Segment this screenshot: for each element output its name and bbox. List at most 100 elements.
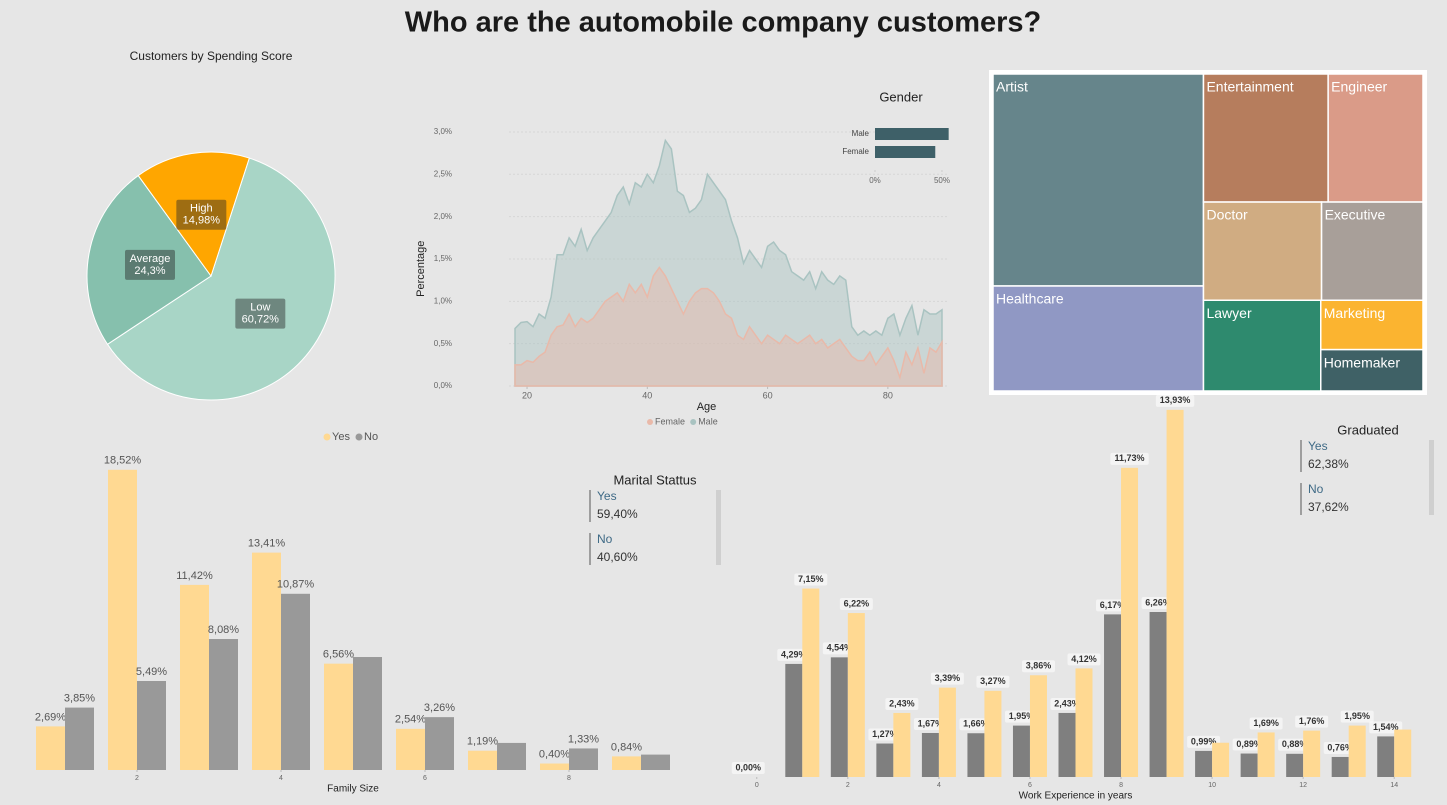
bar	[1012, 725, 1030, 777]
y-tick-label: Male	[852, 129, 870, 138]
value-label-box	[976, 675, 1010, 688]
x-axis-label: Work Experience in years	[1019, 791, 1133, 802]
x-tick-label: 6	[423, 775, 427, 782]
y-tick-label: 3,0%	[434, 127, 452, 136]
value-label-box	[1232, 738, 1266, 751]
bar	[108, 469, 137, 770]
value-label: 1,67%	[918, 718, 944, 728]
bar	[324, 663, 353, 770]
value-label-box	[930, 672, 964, 685]
bar	[875, 146, 936, 158]
chart-title: Customers by Spending Score	[130, 49, 293, 63]
x-tick-label: 12	[1299, 782, 1307, 789]
value-label: 1,69%	[1253, 718, 1279, 728]
x-tick-label: 50%	[934, 176, 950, 185]
y-tick-label: Female	[842, 147, 869, 156]
value-label: 10,87%	[277, 579, 315, 591]
value-label: 11,73%	[1115, 453, 1145, 463]
y-tick-label: 0,0%	[434, 381, 452, 390]
value-label-box	[1050, 697, 1084, 710]
legend-marker	[690, 419, 697, 425]
value-label-box	[1067, 653, 1101, 666]
value-label: 3,39%	[935, 673, 961, 683]
bar	[1166, 409, 1184, 777]
bar	[785, 663, 803, 777]
scrollbar	[1429, 440, 1434, 515]
x-tick-label: 10	[1208, 782, 1216, 789]
value-label-box	[885, 697, 919, 710]
slice-value: 60,72%	[242, 313, 280, 325]
value-label-box	[1340, 710, 1374, 723]
bar	[1121, 467, 1139, 777]
bar	[497, 742, 526, 770]
bar	[984, 690, 1002, 777]
value-label: 0,99%	[1191, 736, 1217, 746]
value-label-box	[839, 598, 873, 611]
card-title: Marital Stattus	[613, 472, 697, 487]
value-label-box	[1369, 721, 1403, 734]
legend-label: No	[364, 431, 378, 443]
y-tick-label: 0,5%	[434, 339, 452, 348]
treemap-label: Executive	[1325, 207, 1386, 223]
slice-name: Average	[130, 253, 171, 265]
bar	[137, 681, 166, 770]
bar	[1075, 668, 1093, 777]
bar	[209, 639, 238, 770]
bar	[1257, 732, 1275, 777]
treemap-label: Entertainment	[1206, 79, 1293, 95]
bar	[938, 687, 956, 777]
value-label-box	[1187, 735, 1221, 748]
legend-label: Yes	[332, 431, 350, 443]
value-label: 3,85%	[64, 692, 95, 704]
value-label-box	[959, 718, 993, 731]
treemap-cell	[1320, 348, 1424, 392]
value-label: 3,27%	[980, 676, 1006, 686]
bar	[396, 728, 425, 770]
value-label-box	[868, 728, 902, 741]
x-tick-label: 4	[937, 782, 941, 789]
x-tick-label: 4	[279, 775, 283, 782]
treemap-cell	[1320, 299, 1424, 351]
value-label: 0,89%	[1236, 739, 1262, 749]
bar	[1058, 712, 1076, 777]
value-label-box	[1155, 394, 1195, 407]
chart-title: Gender	[879, 89, 923, 104]
legend-label: Male	[698, 416, 718, 426]
x-tick-label: 14	[1390, 782, 1398, 789]
x-tick-label: 8	[1119, 782, 1123, 789]
value-label-box	[1110, 452, 1149, 465]
treemap-cell	[992, 73, 1205, 287]
value-label: 1,54%	[1373, 722, 1399, 732]
bar	[1394, 729, 1412, 777]
treemap-cell	[1202, 299, 1322, 392]
card-item-label: No	[1308, 482, 1324, 496]
treemap-label: Marketing	[1324, 305, 1385, 321]
value-label-box	[1295, 715, 1329, 728]
x-axis-label: Family Size	[327, 784, 379, 795]
value-label-box	[1323, 741, 1357, 754]
card-item-value: 59,40%	[597, 507, 638, 521]
bar	[36, 726, 65, 770]
value-label-box	[1141, 597, 1175, 610]
bar	[802, 588, 820, 777]
bar	[641, 754, 670, 770]
value-label: 1,95%	[1009, 711, 1035, 721]
x-tick-label: 0%	[869, 176, 881, 185]
value-label-box	[822, 642, 856, 655]
bar	[967, 733, 985, 777]
legend-marker	[647, 419, 653, 425]
card-item-label: Yes	[1308, 439, 1328, 453]
x-tick-label: 60	[763, 390, 773, 400]
value-label: 13,41%	[248, 538, 286, 550]
value-label: 1,66%	[963, 719, 989, 729]
value-label-box	[777, 648, 811, 661]
x-tick-label: 40	[642, 390, 652, 400]
y-axis-label: Percentage	[415, 241, 427, 297]
value-label-box	[1004, 710, 1038, 723]
treemap-cell	[992, 285, 1205, 392]
bar	[281, 593, 310, 770]
card-item-value: 40,60%	[597, 550, 638, 564]
value-label: 1,95%	[1344, 711, 1370, 721]
bar	[1348, 725, 1366, 777]
